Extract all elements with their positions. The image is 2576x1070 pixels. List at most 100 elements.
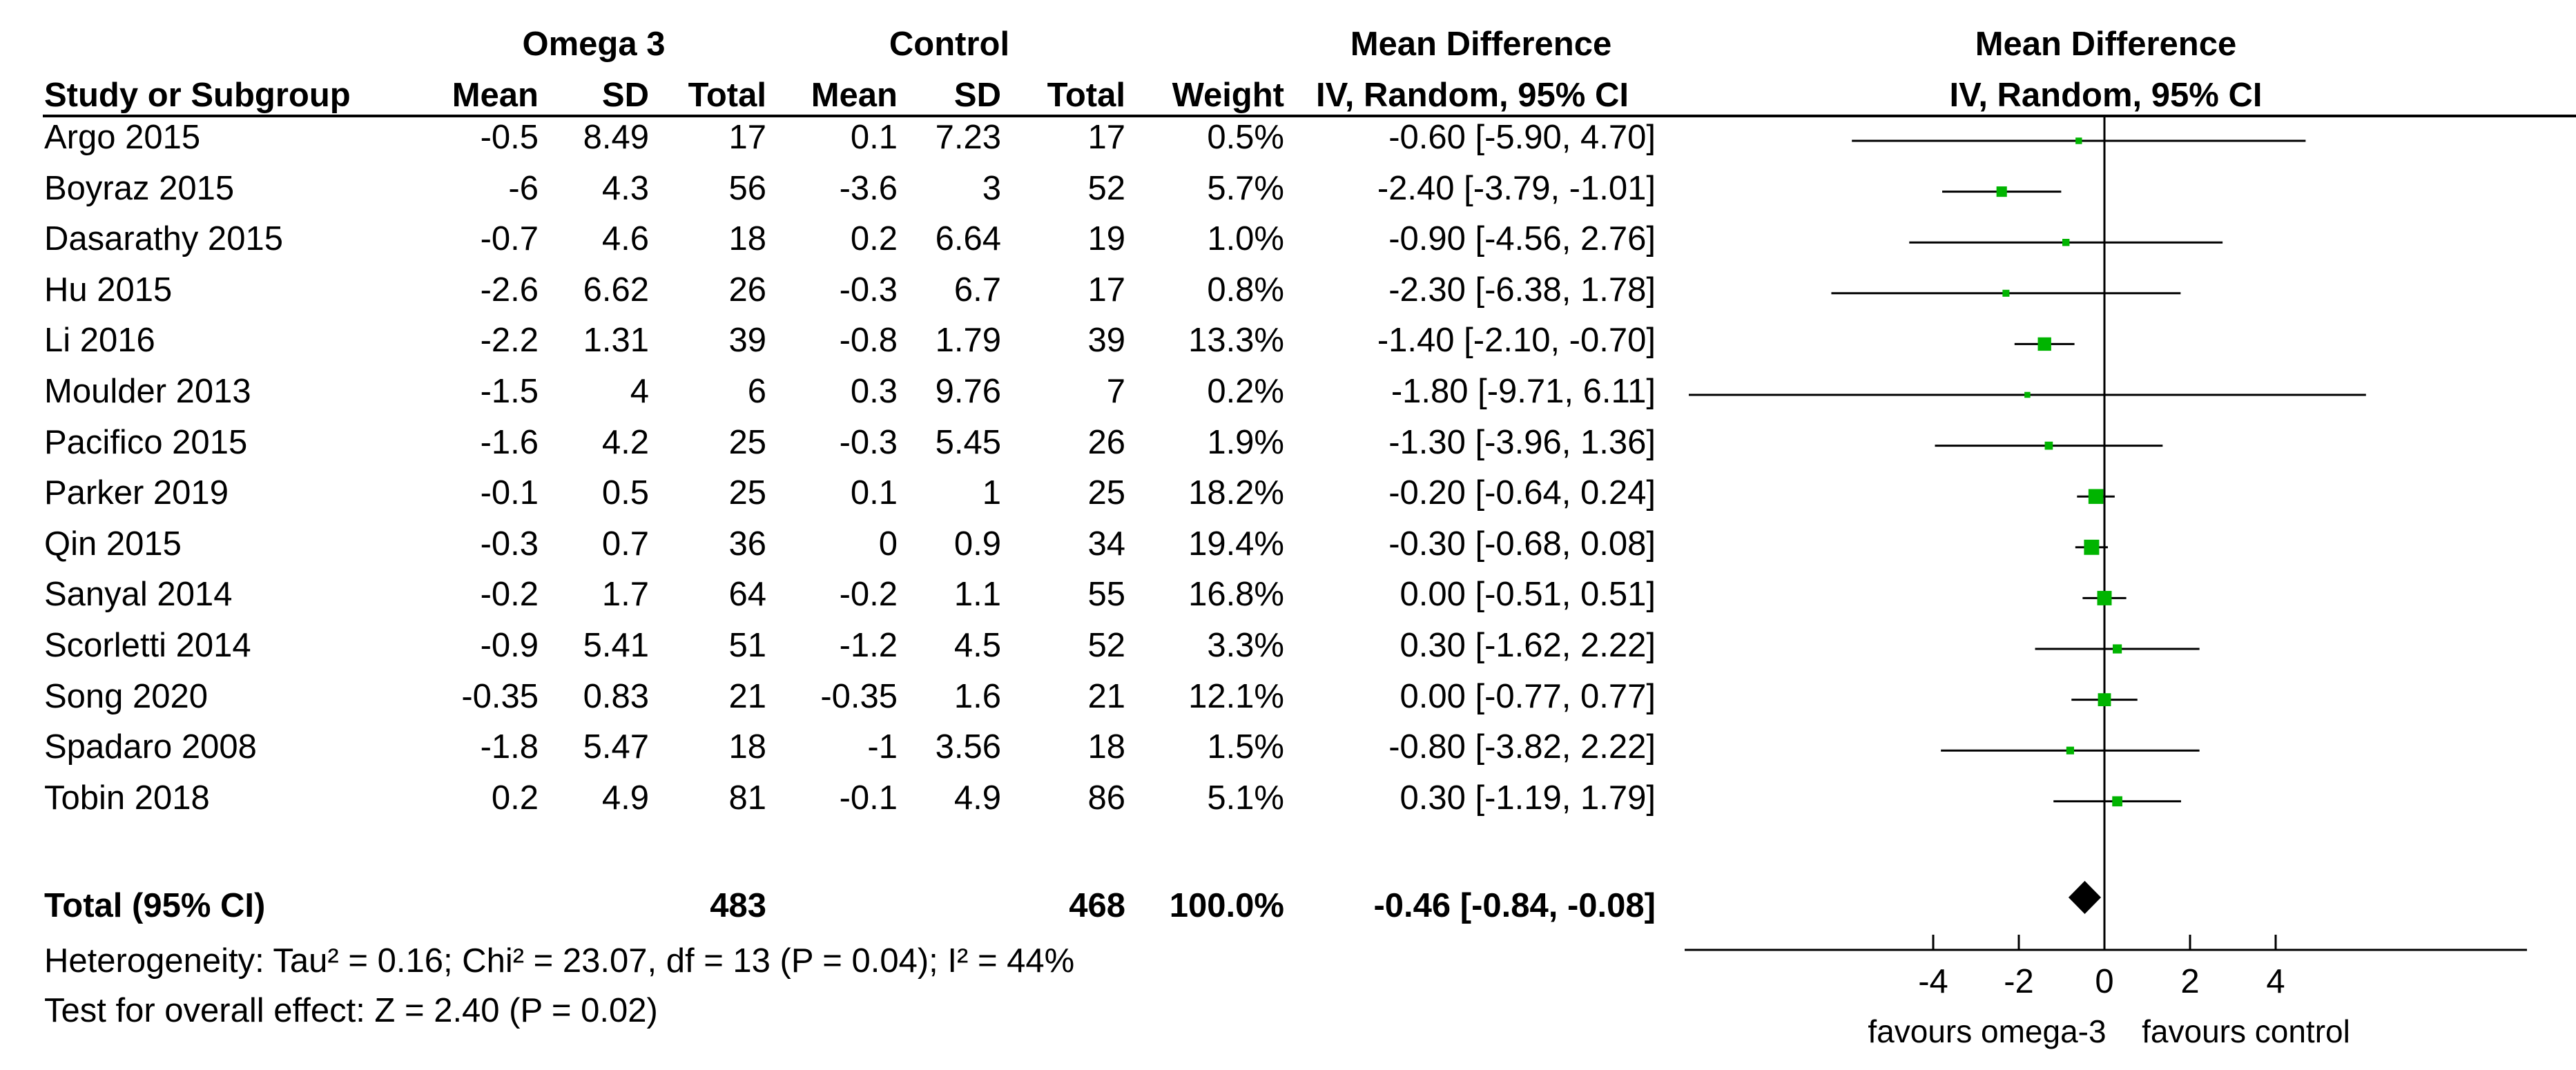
control-total: 26 <box>1087 423 1125 461</box>
control-mean: -0.35 <box>820 677 898 715</box>
point-estimate-marker <box>2098 693 2111 707</box>
control-mean: -1.2 <box>839 627 898 664</box>
control-mean: 0.1 <box>850 119 898 156</box>
control-mean: 0.3 <box>850 373 898 410</box>
omega3-mean: -2.2 <box>480 322 539 360</box>
omega3-total: 6 <box>747 373 766 410</box>
study-ci: 0.30 [-1.19, 1.79] <box>1400 779 1656 817</box>
study-name: Pacifico 2015 <box>44 423 248 461</box>
control-total: 18 <box>1087 728 1125 766</box>
control-sd: 6.64 <box>935 220 1001 258</box>
point-estimate-marker <box>2062 239 2070 246</box>
omega3-sd: 0.83 <box>583 677 649 715</box>
control-total: 55 <box>1087 576 1125 614</box>
study-ci: -0.80 [-3.82, 2.22] <box>1388 728 1656 766</box>
study-name: Scorletti 2014 <box>44 627 251 664</box>
col-header-total1: Total <box>688 77 766 114</box>
omega3-mean: -1.5 <box>480 373 539 410</box>
point-estimate-marker <box>2112 796 2122 807</box>
study-ci: -0.90 [-4.56, 2.76] <box>1388 220 1656 258</box>
col-header-sd1: SD <box>601 77 649 114</box>
study-name: Dasarathy 2015 <box>44 220 283 258</box>
omega3-mean: -0.2 <box>480 576 539 614</box>
control-group-header: Control <box>889 26 1010 63</box>
omega3-mean: -6 <box>508 169 539 207</box>
omega3-total: 56 <box>728 169 766 207</box>
omega3-mean: 0.2 <box>491 779 539 817</box>
pooled-effect-diamond <box>2068 881 2102 914</box>
control-sd: 9.76 <box>935 373 1001 410</box>
x-tick-label: -2 <box>2004 963 2034 1000</box>
omega3-total: 64 <box>728 576 766 614</box>
heterogeneity-text: Heterogeneity: Tau² = 0.16; Chi² = 23.07… <box>44 942 1075 980</box>
study-ci: -2.30 [-6.38, 1.78] <box>1388 271 1656 309</box>
omega3-total: 36 <box>728 525 766 563</box>
control-sd: 3 <box>982 169 1001 207</box>
control-mean: 0 <box>878 525 898 563</box>
study-name: Argo 2015 <box>44 119 201 156</box>
point-estimate-marker <box>2084 539 2100 555</box>
control-sd: 7.23 <box>935 119 1001 156</box>
control-total: 52 <box>1087 627 1125 664</box>
study-weight: 0.8% <box>1207 271 1284 309</box>
study-name: Li 2016 <box>44 322 155 360</box>
omega3-mean: -0.3 <box>480 525 539 563</box>
omega3-sd: 4 <box>630 373 649 410</box>
col-header-study: Study or Subgroup <box>44 77 351 114</box>
plot-title: Mean Difference <box>1975 26 2237 63</box>
control-total: 34 <box>1087 525 1125 563</box>
col-header-sd2: SD <box>953 77 1001 114</box>
control-total: 17 <box>1087 119 1125 156</box>
control-mean: -0.1 <box>839 779 898 817</box>
point-estimate-marker <box>1996 186 2007 197</box>
study-weight: 1.9% <box>1207 423 1284 461</box>
control-sd: 4.9 <box>953 779 1001 817</box>
control-mean: -0.8 <box>839 322 898 360</box>
point-estimate-marker <box>2044 441 2053 450</box>
col-header-weight: Weight <box>1172 77 1284 114</box>
x-tick-label: 4 <box>2266 963 2285 1000</box>
x-tick-label: -4 <box>1918 963 1948 1000</box>
omega3-sd: 5.47 <box>583 728 649 766</box>
study-ci: 0.00 [-0.77, 0.77] <box>1400 677 1656 715</box>
omega3-total: 51 <box>728 627 766 664</box>
omega3-sd: 0.7 <box>601 525 649 563</box>
omega3-mean: -0.5 <box>480 119 539 156</box>
omega3-sd: 4.9 <box>601 779 649 817</box>
control-total: 17 <box>1087 271 1125 309</box>
control-total: 39 <box>1087 322 1125 360</box>
omega3-sd: 6.62 <box>583 271 649 309</box>
study-ci: -1.30 [-3.96, 1.36] <box>1388 423 1656 461</box>
total-ci: -0.46 [-0.84, -0.08] <box>1373 887 1656 924</box>
control-mean: 0.1 <box>850 474 898 512</box>
col-header-total2: Total <box>1047 77 1125 114</box>
study-name: Song 2020 <box>44 677 209 715</box>
control-sd: 1.79 <box>935 322 1001 360</box>
omega3-sd: 1.7 <box>601 576 649 614</box>
point-estimate-marker <box>2066 746 2074 755</box>
study-name: Qin 2015 <box>44 525 182 563</box>
point-estimate-marker <box>2037 337 2051 351</box>
x-tick-label: 0 <box>2095 963 2113 1000</box>
study-name: Parker 2019 <box>44 474 229 512</box>
study-weight: 0.2% <box>1207 373 1284 410</box>
col-header-ci: IV, Random, 95% CI <box>1316 77 1629 114</box>
control-total: 7 <box>1106 373 1125 410</box>
control-mean: 0.2 <box>850 220 898 258</box>
total-weight: 100.0% <box>1169 887 1284 924</box>
study-ci: -0.60 [-5.90, 4.70] <box>1388 119 1656 156</box>
study-name: Sanyal 2014 <box>44 576 233 614</box>
control-mean: -0.2 <box>839 576 898 614</box>
study-ci: -1.80 [-9.71, 6.11] <box>1391 373 1656 410</box>
omega3-sd: 1.31 <box>583 322 649 360</box>
study-weight: 19.4% <box>1188 525 1284 563</box>
study-weight: 3.3% <box>1207 627 1284 664</box>
omega3-mean: -1.6 <box>480 423 539 461</box>
omega3-total: 17 <box>728 119 766 156</box>
x-tick-label: 2 <box>2180 963 2199 1000</box>
point-estimate-marker <box>2075 137 2082 144</box>
study-weight: 16.8% <box>1188 576 1284 614</box>
study-weight: 5.7% <box>1207 169 1284 207</box>
control-sd: 6.7 <box>953 271 1001 309</box>
